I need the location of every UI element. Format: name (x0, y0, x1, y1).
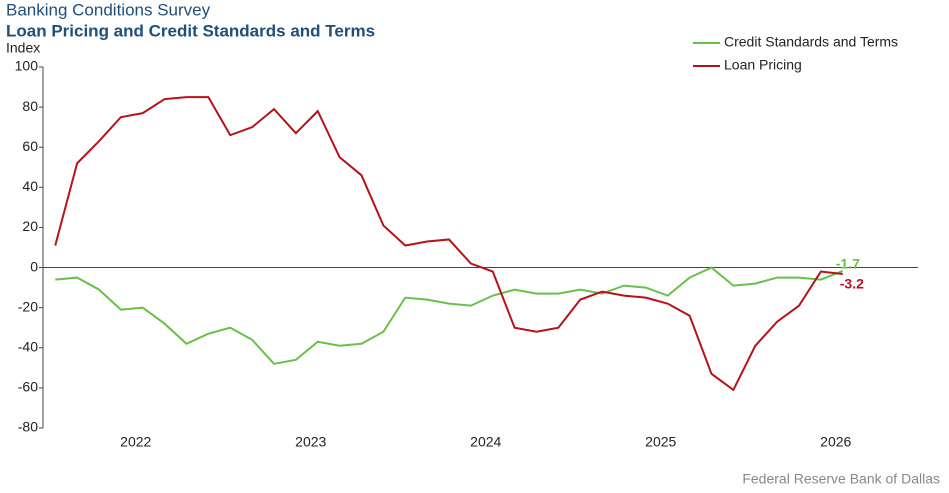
x-tick-label: 2026 (820, 434, 851, 450)
y-tick-label: -20 (18, 298, 38, 314)
line-series (54, 96, 843, 392)
end-label: -1.7 (836, 256, 860, 272)
legend-label: Loan Pricing (724, 57, 802, 73)
y-tick-label: 100 (15, 58, 39, 74)
x-tick-label: 2023 (295, 434, 326, 450)
x-tick-label: 2025 (645, 434, 676, 450)
source: Federal Reserve Bank of Dallas (742, 471, 940, 487)
line-series (55, 266, 844, 365)
legend-label: Credit Standards and Terms (724, 34, 898, 50)
y-tick-label: 0 (30, 258, 38, 274)
y-tick-label: -80 (18, 419, 38, 435)
end-label: -3.2 (840, 276, 864, 292)
y-axis-label: Index (6, 40, 40, 56)
y-tick-label: 20 (22, 218, 38, 234)
y-tick-label: 80 (22, 98, 38, 114)
chart-title: Banking Conditions Survey (6, 0, 211, 19)
x-tick-label: 2024 (470, 434, 501, 450)
y-tick-label: -40 (18, 338, 38, 354)
y-tick-label: 40 (22, 178, 38, 194)
x-tick-label: 2022 (120, 434, 151, 450)
y-tick-label: -60 (18, 379, 38, 395)
y-tick-label: 60 (22, 138, 38, 154)
chart-subtitle: Loan Pricing and Credit Standards and Te… (6, 21, 375, 40)
